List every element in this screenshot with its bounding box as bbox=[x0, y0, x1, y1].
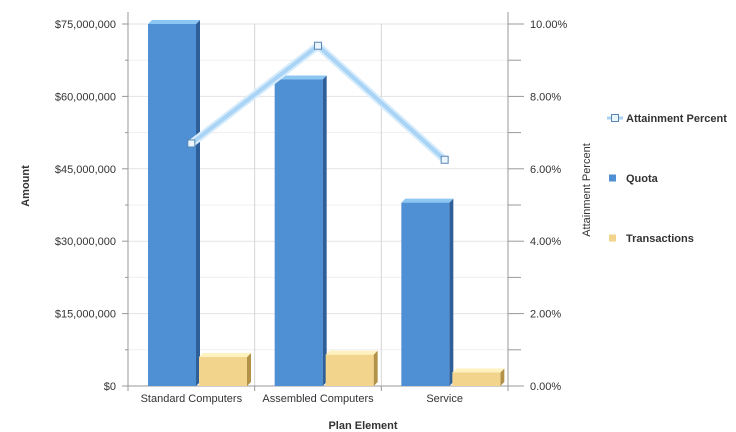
y-left-tick-label: $0 bbox=[104, 381, 116, 393]
y-left-tick-label: $60,000,000 bbox=[55, 91, 116, 103]
legend: Attainment Percent Quota Transactions bbox=[607, 113, 727, 245]
y-right-tick-label: 2.00% bbox=[530, 309, 561, 321]
bar-transactions-standard-computers[interactable] bbox=[199, 353, 251, 386]
x-category-label: Assembled Computers bbox=[262, 393, 374, 405]
y-right-tick-label: 4.00% bbox=[530, 236, 561, 248]
legend-swatch bbox=[609, 234, 616, 242]
y-left-tick-label: $75,000,000 bbox=[55, 19, 116, 31]
legend-item-transactions[interactable]: Transactions bbox=[609, 233, 694, 245]
x-category-label: Service bbox=[426, 393, 463, 405]
attainment-point-standard-computers[interactable] bbox=[187, 139, 196, 148]
bar-transactions-service[interactable] bbox=[452, 368, 505, 386]
y-right-tick-label: 8.00% bbox=[530, 91, 561, 103]
legend-item-quota[interactable]: Quota bbox=[609, 173, 659, 185]
y-right-tick-label: 0.00% bbox=[530, 381, 561, 393]
legend-item-attainment-percent[interactable]: Attainment Percent bbox=[607, 113, 727, 125]
bar-transactions-assembled-computers[interactable] bbox=[325, 350, 378, 386]
attainment-point-assembled-computers[interactable] bbox=[314, 41, 322, 50]
y-right-tick-label: 10.00% bbox=[530, 19, 568, 31]
bar-quota-standard-computers[interactable] bbox=[148, 20, 200, 386]
legend-label: Transactions bbox=[626, 233, 694, 245]
legend-swatch bbox=[609, 174, 616, 182]
y-left-tick-label: $45,000,000 bbox=[55, 164, 116, 176]
bar-quota-assembled-computers[interactable] bbox=[274, 75, 327, 387]
legend-label: Attainment Percent bbox=[626, 113, 727, 125]
legend-label: Quota bbox=[626, 173, 659, 185]
y-axis-right-title: Attainment Percent bbox=[581, 143, 593, 237]
bar-quota-service[interactable] bbox=[401, 198, 454, 386]
legend-marker-swatch bbox=[611, 114, 619, 122]
y-left-tick-label: $30,000,000 bbox=[55, 236, 116, 248]
tick-labels: $0 $15,000,000 $30,000,000 $45,000,000 $60,0… bbox=[55, 19, 568, 405]
x-axis-title: Plan Element bbox=[328, 420, 397, 432]
y-right-tick-label: 6.00% bbox=[530, 164, 561, 176]
y-axis-title: Amount bbox=[20, 165, 32, 207]
bars bbox=[148, 20, 505, 387]
x-category-label: Standard Computers bbox=[141, 393, 243, 405]
attainment-line bbox=[187, 41, 449, 164]
attainment-point-service[interactable] bbox=[440, 155, 449, 164]
y-left-tick-label: $15,000,000 bbox=[55, 309, 116, 321]
